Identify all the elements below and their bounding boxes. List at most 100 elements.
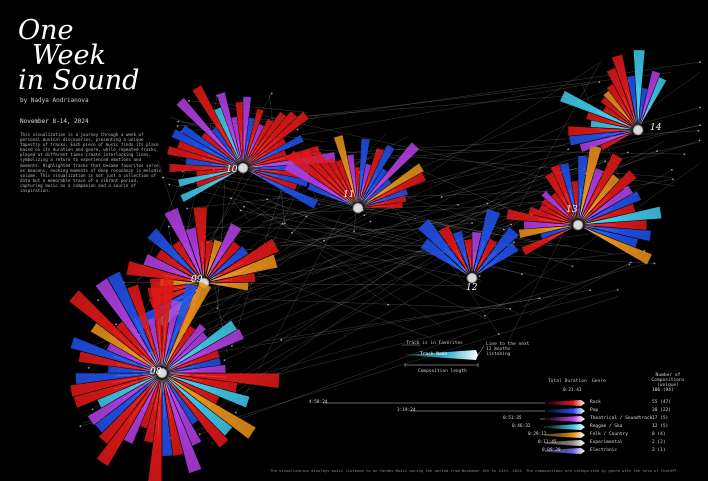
track-wedge bbox=[166, 376, 256, 439]
track-wedge bbox=[216, 92, 242, 163]
title-line-1: One bbox=[18, 15, 74, 46]
repeat-line bbox=[224, 173, 619, 361]
legend-track-name: Track Name bbox=[420, 352, 448, 357]
legend-favorites: Track is in Favorites bbox=[406, 341, 463, 346]
track-wedge bbox=[147, 318, 161, 368]
track-wedge bbox=[473, 208, 501, 273]
track-wedge bbox=[464, 239, 472, 273]
track-wedge bbox=[177, 140, 238, 166]
track-wedge bbox=[583, 225, 652, 242]
track-wedge bbox=[313, 151, 355, 204]
track-wedge bbox=[248, 150, 287, 166]
track-wedge bbox=[127, 284, 161, 368]
repeat-line bbox=[581, 82, 627, 194]
row-duration-reggae: 0:46:32 bbox=[512, 424, 531, 429]
genre-swatch bbox=[545, 416, 585, 422]
track-wedge bbox=[472, 231, 482, 273]
day-fan bbox=[126, 207, 279, 334]
track-wedge bbox=[640, 77, 667, 125]
repeat-line bbox=[181, 72, 671, 132]
day-fan bbox=[167, 85, 336, 209]
track-wedge bbox=[126, 260, 199, 282]
day-center bbox=[238, 163, 248, 173]
track-wedge bbox=[143, 254, 199, 281]
track-wedge bbox=[166, 320, 238, 370]
repeat-line bbox=[267, 199, 519, 314]
track-wedge bbox=[147, 228, 200, 279]
repeat-line bbox=[218, 149, 569, 389]
track-wedge bbox=[248, 135, 304, 166]
track-wedge bbox=[165, 377, 229, 448]
day-label-09: 09 bbox=[191, 275, 203, 285]
track-wedge bbox=[582, 185, 634, 222]
track-wedge bbox=[248, 170, 298, 191]
track-wedge bbox=[417, 219, 469, 274]
repeat-line bbox=[200, 298, 540, 356]
track-wedge bbox=[166, 332, 208, 370]
repeat-line bbox=[441, 141, 701, 198]
repeat-line bbox=[271, 61, 701, 125]
track-wedge bbox=[581, 174, 620, 221]
row-genre-experimental: Experimental bbox=[590, 440, 623, 445]
track-wedge bbox=[528, 206, 573, 224]
track-wedge bbox=[167, 374, 250, 408]
repeat-line bbox=[297, 115, 319, 130]
day-label-08: 08 bbox=[150, 367, 162, 377]
day-center bbox=[353, 203, 363, 213]
repeat-line bbox=[434, 125, 701, 183]
day-center bbox=[467, 273, 477, 283]
repeat-line bbox=[177, 254, 369, 314]
track-wedge bbox=[474, 238, 498, 273]
track-wedge bbox=[164, 207, 202, 278]
track-wedge bbox=[167, 146, 238, 167]
track-wedge bbox=[155, 249, 200, 280]
track-wedge bbox=[362, 142, 420, 204]
track-wedge bbox=[214, 107, 241, 163]
track-wedge bbox=[524, 221, 573, 229]
track-wedge bbox=[180, 170, 238, 203]
genre-swatch bbox=[545, 432, 585, 438]
track-wedge bbox=[583, 220, 647, 230]
track-wedge bbox=[148, 378, 162, 481]
track-wedge bbox=[201, 132, 239, 165]
track-wedge bbox=[123, 378, 160, 444]
track-wedge bbox=[207, 241, 241, 279]
track-wedge bbox=[600, 96, 634, 127]
track-wedge bbox=[247, 138, 287, 165]
track-wedge bbox=[193, 207, 207, 278]
repeat-line bbox=[231, 227, 482, 281]
track-wedge bbox=[165, 323, 206, 369]
day-label-13: 13 bbox=[566, 205, 578, 215]
track-wedge bbox=[602, 106, 633, 127]
track-wedge bbox=[363, 202, 403, 208]
track-wedge bbox=[149, 278, 162, 368]
track-wedge bbox=[185, 158, 238, 168]
track-wedge bbox=[165, 377, 199, 425]
repeat-line bbox=[168, 226, 407, 231]
track-wedge bbox=[420, 238, 468, 275]
track-wedge bbox=[540, 226, 573, 239]
track-wedge bbox=[300, 149, 354, 204]
day-fan bbox=[284, 135, 426, 213]
repeat-line bbox=[301, 81, 600, 136]
repeat-line bbox=[311, 203, 488, 275]
track-wedge bbox=[78, 351, 157, 372]
track-wedge bbox=[360, 147, 385, 203]
track-wedge bbox=[586, 112, 633, 129]
row-count-theatrical: 17 (5) bbox=[652, 416, 669, 421]
track-wedge bbox=[209, 238, 279, 281]
track-wedge bbox=[361, 168, 388, 204]
row-count-experimental: 2 (2) bbox=[652, 440, 666, 445]
track-wedge bbox=[95, 278, 159, 369]
track-wedge bbox=[204, 240, 214, 278]
genre-swatch bbox=[545, 408, 585, 414]
track-wedge bbox=[171, 129, 238, 166]
track-wedge bbox=[578, 155, 589, 220]
track-wedge bbox=[167, 364, 226, 373]
repeat-line bbox=[240, 210, 409, 244]
track-wedge bbox=[98, 377, 159, 444]
track-wedge bbox=[541, 198, 574, 222]
track-wedge bbox=[438, 225, 470, 273]
track-wedge bbox=[606, 67, 636, 125]
track-wedge bbox=[164, 281, 212, 368]
